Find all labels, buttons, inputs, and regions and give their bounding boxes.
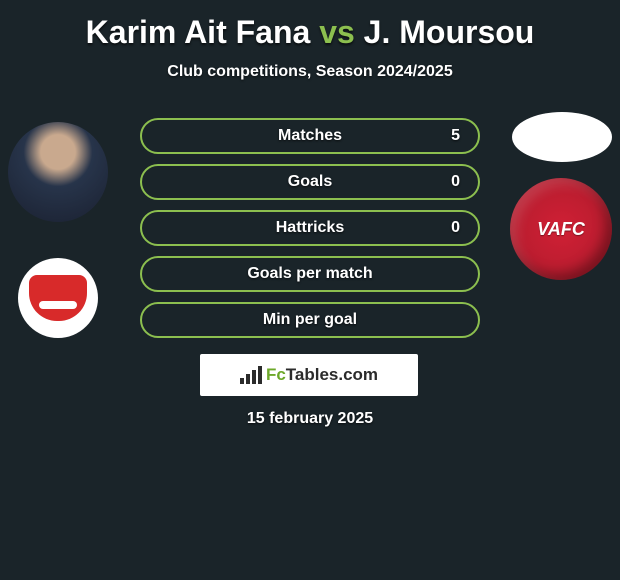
brand-badge: FcTables.com: [200, 354, 418, 396]
stat-right-value: 5: [451, 127, 460, 145]
player2-name: J. Moursou: [364, 14, 535, 50]
stat-label: Min per goal: [263, 311, 357, 329]
player1-avatar: [8, 122, 108, 222]
date-text: 15 february 2025: [0, 410, 620, 428]
player2-avatar: [512, 112, 612, 162]
vs-label: vs: [319, 14, 355, 50]
stat-label: Hattricks: [276, 219, 344, 237]
stat-row-goals-per-match: Goals per match: [140, 256, 480, 292]
player2-club-badge: VAFC: [510, 178, 612, 280]
left-column: [8, 112, 108, 338]
brand-text: FcTables.com: [266, 365, 378, 385]
stat-label: Goals per match: [247, 265, 372, 283]
stat-row-min-per-goal: Min per goal: [140, 302, 480, 338]
stat-row-hattricks: Hattricks 0: [140, 210, 480, 246]
right-column: VAFC: [510, 112, 612, 280]
player1-name: Karim Ait Fana: [86, 14, 311, 50]
subtitle: Club competitions, Season 2024/2025: [0, 63, 620, 81]
stat-right-value: 0: [451, 173, 460, 191]
stat-right-value: 0: [451, 219, 460, 237]
brand-prefix: Fc: [266, 365, 286, 384]
stat-label: Matches: [278, 127, 342, 145]
stat-label: Goals: [288, 173, 332, 191]
stat-row-matches: Matches 5: [140, 118, 480, 154]
vafc-badge-text: VAFC: [537, 219, 585, 240]
nimes-shield-icon: [29, 275, 87, 321]
player1-club-badge: [18, 258, 98, 338]
stat-row-goals: Goals 0: [140, 164, 480, 200]
stats-list: Matches 5 Goals 0 Hattricks 0 Goals per …: [140, 118, 480, 348]
page-title: Karim Ait Fana vs J. Moursou: [0, 0, 620, 51]
comparison-infographic: Karim Ait Fana vs J. Moursou Club compet…: [0, 0, 620, 580]
bar-chart-icon: [240, 366, 262, 384]
brand-suffix: Tables.com: [286, 365, 378, 384]
